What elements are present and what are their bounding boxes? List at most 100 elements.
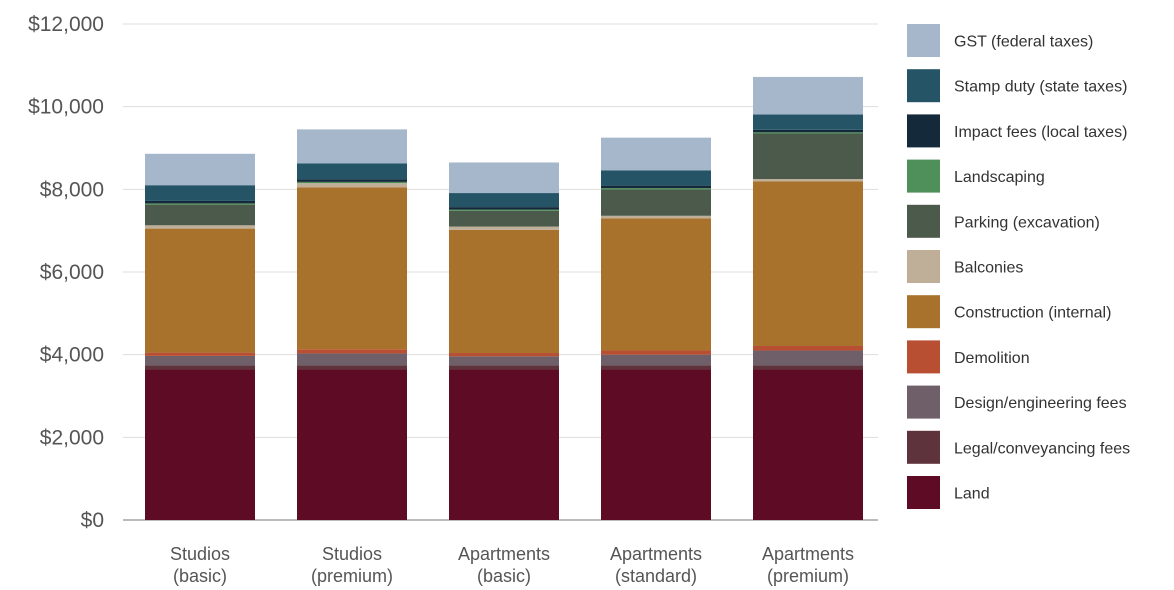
y-tick-label: $6,000 [40, 261, 104, 284]
x-tick-label: Apartments (standard) [610, 544, 702, 586]
x-tick-label-line: Apartments [610, 544, 702, 564]
bar-stack [753, 76, 863, 520]
bar-segment [297, 179, 407, 182]
legend-item: Demolition [907, 340, 1030, 374]
bar-segment [145, 369, 255, 520]
y-tick-label: $8,000 [40, 178, 104, 201]
legend-label: Construction (internal) [954, 305, 1111, 322]
y-tick-label: $0 [81, 509, 104, 532]
bar-segment [753, 365, 863, 370]
bar-segment [449, 229, 559, 354]
x-tick-label: Apartments (basic) [458, 544, 550, 586]
x-tick-label-line: Studios [170, 544, 230, 564]
legend-swatch [907, 114, 940, 148]
legend-item: Land [907, 476, 990, 509]
legend-swatch [907, 385, 940, 419]
x-tick-label: Apartments (premium) [762, 544, 854, 586]
legend-label: Design/engineering fees [954, 395, 1127, 412]
legend-label: Stamp duty (state taxes) [954, 79, 1127, 96]
bar-segment [753, 132, 863, 134]
bar-segment [601, 365, 711, 370]
y-tick-label: $12,000 [28, 13, 104, 36]
legend-swatch [907, 430, 940, 464]
bar-segment [753, 76, 863, 115]
bar-segment [601, 218, 711, 351]
legend-swatch [907, 476, 940, 509]
legend-item: Impact fees (local taxes) [907, 114, 1127, 148]
bar-segment [601, 369, 711, 520]
x-tick-label-line: Studios [322, 544, 382, 564]
legend-item: Balconies [907, 250, 1023, 283]
bar-segment [601, 350, 711, 355]
bar-segment [297, 365, 407, 370]
legend-swatch [907, 24, 940, 57]
bar-segment [449, 193, 559, 208]
legend-label: Parking (excavation) [954, 214, 1100, 231]
bar-segment [297, 181, 407, 184]
bar-segment [449, 356, 559, 366]
legend-swatch [907, 295, 940, 329]
legend-item: Stamp duty (state taxes) [907, 69, 1127, 103]
bar-segment [449, 210, 559, 227]
legend-item: Construction (internal) [907, 295, 1111, 329]
x-tick-label: Studios (basic) [170, 544, 230, 586]
bar-segment [145, 204, 255, 226]
bar-segment [601, 354, 711, 366]
bar-segment [753, 350, 863, 366]
x-tick-label-line: (basic) [173, 566, 227, 586]
bar-segment [145, 228, 255, 353]
y-tick-label: $10,000 [28, 96, 104, 119]
bar-segment [753, 181, 863, 346]
legend-label: Impact fees (local taxes) [954, 124, 1127, 141]
bar-segment [449, 162, 559, 194]
bar-segment [449, 353, 559, 357]
bar-segment [601, 137, 711, 171]
bar-segment [145, 352, 255, 356]
x-tick-label: Studios (premium) [311, 544, 393, 586]
legend-swatch [907, 69, 940, 103]
bar-segment [449, 207, 559, 210]
bar-segment [297, 163, 407, 180]
bars [145, 76, 863, 520]
bar-stack [601, 137, 711, 520]
bar-segment [297, 129, 407, 164]
x-tick-label-line: (premium) [311, 566, 393, 586]
bar-segment [601, 170, 711, 186]
bar-segment [753, 133, 863, 179]
bar-segment [145, 225, 255, 229]
bar-segment [145, 365, 255, 370]
legend-swatch [907, 204, 940, 238]
legend-item: Design/engineering fees [907, 385, 1127, 419]
legend-swatch [907, 250, 940, 283]
legend-label: Legal/conveyancing fees [954, 440, 1130, 457]
bar-segment [145, 200, 255, 204]
legend-item: Legal/conveyancing fees [907, 430, 1130, 464]
x-tick-label-line: Apartments [458, 544, 550, 564]
legend-item: Landscaping [907, 159, 1045, 193]
y-axis-tick-labels: $0 $2,000 $4,000 $6,000 $8,000 $10,000 $12,000 [28, 13, 104, 532]
bar-segment [145, 203, 255, 205]
legend: GST (federal taxes) Stamp duty (state tax… [907, 24, 1130, 509]
bar-segment [601, 185, 711, 189]
legend-item: Parking (excavation) [907, 204, 1100, 238]
x-axis-category-labels: Studios (basic)Studios (premium)Apartments… [170, 544, 854, 586]
legend-label: GST (federal taxes) [954, 34, 1093, 51]
bar-segment [753, 369, 863, 520]
legend-swatch [907, 159, 940, 193]
bar-segment [297, 187, 407, 350]
x-tick-label-line: Apartments [762, 544, 854, 564]
legend-label: Demolition [954, 350, 1030, 367]
legend-item: GST (federal taxes) [907, 24, 1093, 57]
bar-segment [297, 369, 407, 520]
bar-stack [297, 129, 407, 520]
bar-segment [297, 183, 407, 188]
x-tick-label-line: (basic) [477, 566, 531, 586]
bar-segment [601, 215, 711, 219]
bar-segment [449, 226, 559, 230]
bar-segment [145, 355, 255, 366]
x-tick-label-line: (premium) [767, 566, 849, 586]
bar-segment [753, 129, 863, 133]
bar-segment [449, 369, 559, 520]
bar-segment [449, 209, 559, 211]
